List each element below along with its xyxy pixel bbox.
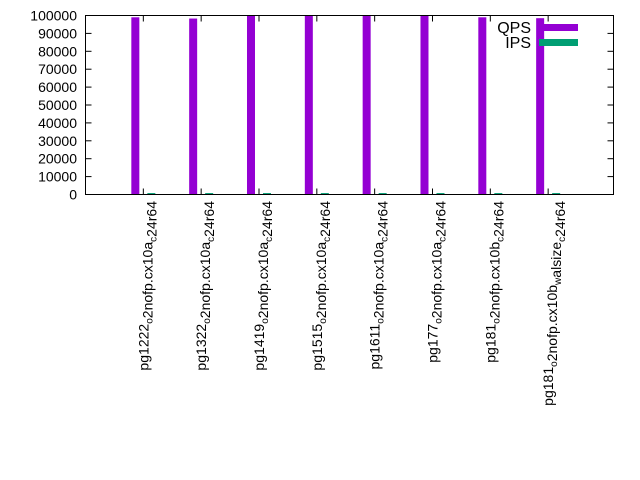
bar-qps <box>246 15 255 195</box>
y-tick-label: 70000 <box>38 61 77 77</box>
bar-ips <box>262 193 271 195</box>
bar-ips <box>494 193 503 195</box>
bar-qps <box>304 15 313 195</box>
bar-ips <box>552 193 561 195</box>
x-tick-label: pg1611o2nofp.cx10ac24r64 <box>367 201 391 370</box>
legend-label: QPS <box>497 20 531 37</box>
bar-ips <box>436 193 445 195</box>
legend-swatch <box>539 24 578 31</box>
bar-qps <box>189 18 198 195</box>
y-tick-label: 40000 <box>38 115 77 131</box>
bar-qps <box>131 17 140 195</box>
y-tick-label: 10000 <box>38 169 77 185</box>
x-tick-label: pg181o2nofp.cx10bwalsizec24r64 <box>540 201 568 406</box>
legend-label: IPS <box>505 35 531 52</box>
y-tick-label: 80000 <box>38 43 77 59</box>
y-tick-label: 20000 <box>38 151 77 167</box>
x-tick-label: pg181o2nofp.cx10bc24r64 <box>482 201 506 363</box>
bar-qps <box>478 17 487 195</box>
bar-qps <box>362 15 371 195</box>
y-tick-label: 30000 <box>38 133 77 149</box>
bar-ips <box>320 193 329 195</box>
y-tick-label: 50000 <box>38 97 77 113</box>
x-tick-label: pg1222o2nofp.cx10ac24r64 <box>135 201 159 371</box>
bar-qps <box>536 18 545 195</box>
x-tick-label: pg1419o2nofp.cx10ac24r64 <box>251 201 275 371</box>
y-tick-label: 60000 <box>38 79 77 95</box>
x-tick-label: pg1515o2nofp.cx10ac24r64 <box>309 201 333 371</box>
y-tick-label: 0 <box>69 187 77 203</box>
y-tick-label: 100000 <box>30 8 77 24</box>
y-tick-label: 90000 <box>38 25 77 41</box>
x-tick-label: pg177o2nofp.cx10ac24r64 <box>424 201 448 363</box>
bar-ips <box>147 193 156 195</box>
bar-ips <box>378 193 387 195</box>
x-tick-label: pg1322o2nofp.cx10ac24r64 <box>193 201 217 371</box>
bar-qps <box>420 15 429 195</box>
plot-border <box>85 15 614 195</box>
legend-swatch <box>539 39 578 46</box>
bar-ips <box>205 193 214 195</box>
